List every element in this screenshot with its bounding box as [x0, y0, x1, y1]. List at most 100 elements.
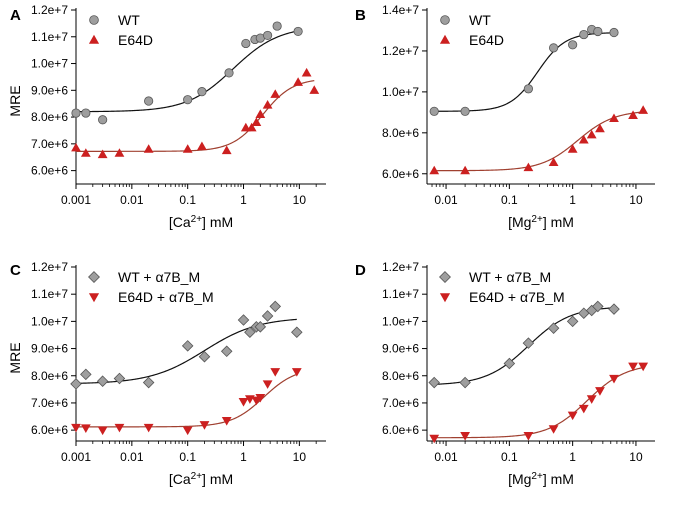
- panel-label: A: [10, 7, 21, 24]
- fit-curve-mutant: [434, 366, 644, 439]
- legend-label: E64D: [469, 32, 504, 48]
- data-point: [262, 380, 273, 389]
- x-tick-label: 10: [629, 193, 643, 207]
- data-point: [270, 89, 281, 98]
- data-point: [460, 106, 470, 116]
- legend-label: WT: [118, 12, 140, 28]
- data-point: [638, 362, 649, 372]
- fit-curve-wt: [434, 32, 615, 112]
- data-point: [97, 149, 108, 159]
- data-point: [523, 162, 534, 172]
- data-point: [586, 395, 597, 404]
- data-point: [609, 374, 619, 384]
- y-tick-label: 1.0e+7: [31, 314, 68, 328]
- data-point: [244, 326, 256, 339]
- data-point: [548, 425, 559, 434]
- x-tick-label: 0.01: [120, 450, 144, 464]
- panel-label: B: [355, 7, 366, 24]
- data-point: [240, 122, 251, 132]
- data-point: [224, 68, 234, 78]
- data-point: [143, 423, 154, 433]
- data-point: [429, 165, 440, 175]
- y-tick-label: 1.4e+7: [382, 3, 419, 17]
- data-point: [114, 423, 125, 433]
- panel-d: D 6.0e+6 7.0e+6 8.0e+6 9.0e+6 1.0e+7 1.1e+7 1.2…: [355, 260, 655, 487]
- data-point: [522, 337, 535, 349]
- y-tick-label: 9.0e+6: [382, 342, 419, 356]
- y-tick-label: 1.0e+7: [382, 85, 419, 99]
- data-point: [503, 357, 516, 370]
- data-point: [182, 144, 193, 153]
- data-point: [113, 372, 126, 385]
- data-point: [71, 108, 81, 118]
- y-tick-label: 1.0e+7: [382, 314, 419, 328]
- data-point: [262, 100, 273, 109]
- data-point: [183, 95, 193, 105]
- data-point: [523, 84, 534, 94]
- data-point: [220, 345, 233, 358]
- data-point: [246, 122, 257, 132]
- data-point: [609, 113, 619, 123]
- data-point: [244, 395, 255, 404]
- data-point: [96, 375, 109, 387]
- data-point: [291, 326, 303, 339]
- panel-a: A 6.0e+6 7.0e+6 8.0e+6 9.0e+6 1.0e+7 1.1e+7 1.2…: [7, 3, 326, 230]
- data-point: [567, 144, 578, 153]
- legend-marker: [88, 271, 100, 283]
- data-point: [198, 350, 211, 363]
- x-axis-label: [Ca2+] mM: [169, 471, 233, 488]
- x-tick-label: 0.01: [120, 193, 144, 207]
- y-tick-label: 8.0e+6: [382, 126, 419, 140]
- y-tick-label: 1.1e+7: [31, 287, 68, 301]
- data-point: [221, 417, 232, 426]
- data-point: [578, 404, 589, 414]
- data-point: [98, 115, 108, 125]
- y-tick-label: 1.0e+7: [31, 57, 68, 71]
- legend-marker: [439, 271, 451, 283]
- y-tick-label: 8.0e+6: [382, 369, 419, 383]
- y-tick-label: 6.0e+6: [31, 164, 68, 178]
- x-tick-label: 0.1: [179, 193, 196, 207]
- data-point: [628, 110, 638, 119]
- y-tick-label: 1.1e+7: [31, 30, 68, 44]
- data-point: [547, 322, 560, 334]
- data-point: [97, 426, 108, 436]
- data-point: [638, 105, 649, 114]
- x-axis-label: [Ca2+] mM: [169, 214, 233, 231]
- data-point: [459, 376, 471, 389]
- data-point: [628, 362, 638, 372]
- x-tick-label: 1: [569, 450, 576, 464]
- y-tick-label: 8.0e+6: [31, 369, 68, 383]
- y-tick-label: 6.0e+6: [382, 167, 419, 181]
- x-tick-label: 0.1: [501, 193, 518, 207]
- data-point: [608, 303, 620, 315]
- panel-label: D: [355, 262, 366, 279]
- legend-marker: [439, 34, 451, 44]
- data-point: [593, 26, 603, 37]
- data-point: [293, 77, 304, 86]
- data-point: [80, 148, 91, 157]
- data-point: [523, 432, 534, 441]
- legend-label: WT + α7B_M: [469, 269, 551, 285]
- data-point: [71, 423, 81, 433]
- data-point: [197, 87, 207, 97]
- legend-label: WT: [469, 12, 491, 28]
- legend-label: E64D + α7B_M: [469, 289, 565, 305]
- legend-marker: [439, 293, 451, 303]
- legend-marker: [89, 15, 99, 25]
- data-point: [301, 67, 312, 77]
- x-tick-label: 10: [293, 193, 307, 207]
- x-tick-label: 0.1: [501, 450, 518, 464]
- data-point: [80, 368, 92, 381]
- fit-curve-mutant: [76, 80, 315, 152]
- data-point: [70, 378, 82, 390]
- x-tick-label: 10: [629, 450, 643, 464]
- y-tick-label: 7.0e+6: [31, 396, 68, 410]
- data-point: [592, 300, 604, 313]
- y-tick-label: 1.1e+7: [382, 287, 419, 301]
- data-point: [197, 141, 207, 151]
- y-tick-label: 7.0e+6: [382, 396, 419, 410]
- x-axis-label: [Mg2+] mM: [508, 471, 574, 488]
- x-tick-label: 1: [240, 193, 247, 207]
